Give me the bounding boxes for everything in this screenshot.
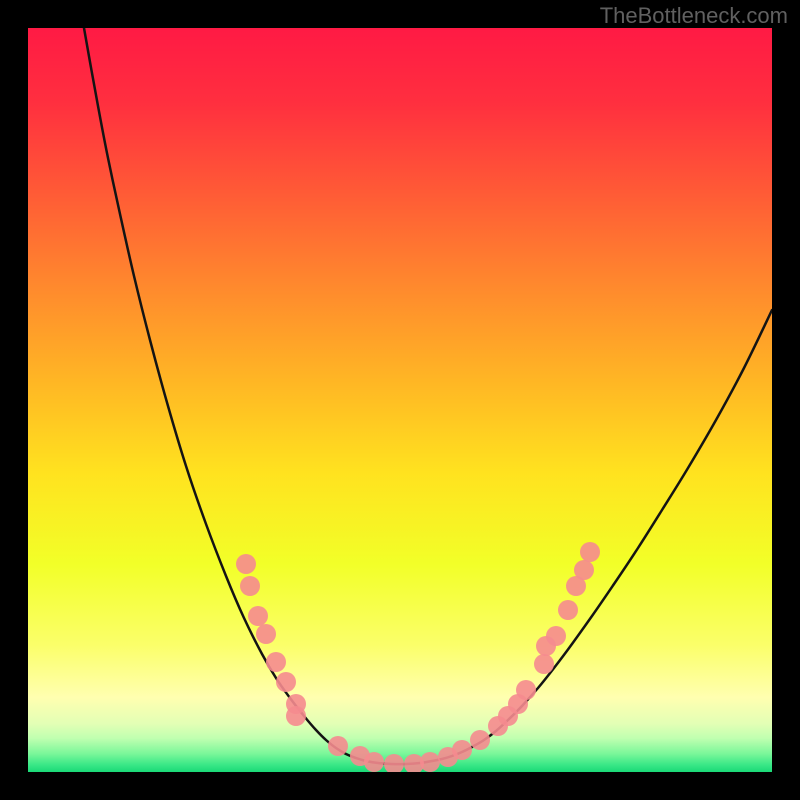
scatter-point — [328, 736, 348, 756]
scatter-point — [452, 740, 472, 760]
scatter-point — [240, 576, 260, 596]
scatter-point — [580, 542, 600, 562]
scatter-point — [364, 752, 384, 772]
scatter-point — [470, 730, 490, 750]
scatter-point — [516, 680, 536, 700]
scatter-point — [558, 600, 578, 620]
watermark-text: TheBottleneck.com — [600, 3, 788, 29]
scatter-point — [276, 672, 296, 692]
scatter-point — [534, 654, 554, 674]
scatter-point — [574, 560, 594, 580]
scatter-layer — [28, 28, 772, 772]
scatter-point — [266, 652, 286, 672]
scatter-point — [256, 624, 276, 644]
scatter-point — [248, 606, 268, 626]
plot-area — [28, 28, 772, 772]
scatter-group — [236, 542, 600, 772]
scatter-point — [420, 752, 440, 772]
scatter-point — [286, 706, 306, 726]
scatter-point — [546, 626, 566, 646]
scatter-point — [236, 554, 256, 574]
scatter-point — [384, 754, 404, 772]
